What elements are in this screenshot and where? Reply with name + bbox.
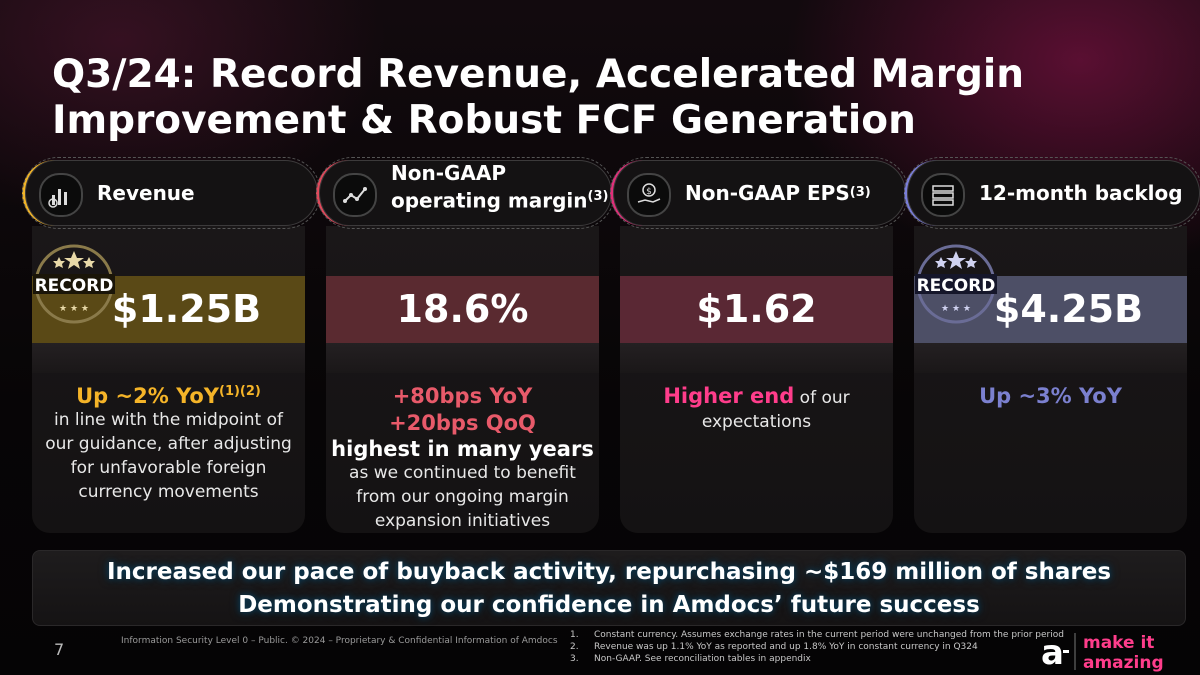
backlog-highlight: Up ~3% YoY <box>979 384 1122 408</box>
margin-highlight-years: highest in many years <box>331 437 594 461</box>
svg-text:$: $ <box>646 187 652 197</box>
page-number: 7 <box>54 640 65 659</box>
eps-description: expectations <box>701 412 812 432</box>
svg-text:make it: make it <box>1083 633 1154 653</box>
eps-label: Non-GAAP EPS (3) <box>685 181 871 205</box>
svg-text:★ ★ ★: ★ ★ ★ <box>59 304 89 314</box>
svg-text:amazing: amazing <box>1083 653 1164 672</box>
value-band <box>326 276 599 343</box>
backlog-card: RECORD ★ ★ ★ $4.25B Up ~3% YoY <box>914 226 1187 533</box>
slide-title: Q3/24: Record Revenue, Accelerated Margi… <box>52 52 1025 143</box>
footnotes: 1. Constant currency. Assumes exchange ra… <box>570 629 1064 665</box>
margin-description: as we continued to benefit from our ongo… <box>349 463 576 531</box>
trend-line-icon <box>333 173 377 217</box>
revenue-label: Revenue <box>97 181 195 205</box>
svg-text:RECORD: RECORD <box>35 276 114 296</box>
margin-card: 18.6% +80bps YoY +20bps QoQ highest in m… <box>326 226 599 533</box>
buyback-banner: Increased our pace of buyback activity, … <box>32 550 1186 626</box>
revenue-chart-icon <box>39 173 83 217</box>
margin-value: 18.6% <box>396 287 529 331</box>
backlog-header: 12-month backlog <box>904 157 1200 229</box>
backlog-stack-icon <box>921 173 965 217</box>
footnote-1: 1. Constant currency. Assumes exchange ra… <box>570 630 1064 640</box>
value-band <box>620 276 893 343</box>
classification-text: Information Security Level 0 – Public. ©… <box>121 636 558 646</box>
amdocs-logo: a make it amazing <box>1041 633 1164 672</box>
svg-text:a: a <box>1041 633 1064 672</box>
backlog-value: $4.25B <box>993 287 1144 331</box>
footnote-3: 3. Non-GAAP. See reconciliation tables in… <box>570 654 811 664</box>
svg-text:RECORD: RECORD <box>917 276 996 296</box>
margin-header: Non-GAAP operating margin(3) <box>316 157 615 229</box>
revenue-description: in line with the midpoint of our guidanc… <box>45 410 292 502</box>
eps-header: $ Non-GAAP EPS (3) <box>610 157 909 229</box>
revenue-highlight: Up ~2% YoY(1)(2) <box>76 384 261 408</box>
money-hand-icon: $ <box>627 173 671 217</box>
margin-label: Non-GAAP operating margin(3) <box>391 161 609 213</box>
revenue-header: Revenue <box>22 157 321 229</box>
record-badge-icon: RECORD ★ ★ ★ <box>915 244 997 324</box>
eps-value: $1.62 <box>696 287 817 331</box>
revenue-value: $1.25B <box>111 287 262 331</box>
eps-card: $1.62 Higher end of our expectations <box>620 226 893 533</box>
banner-line-1: Increased our pace of buyback activity, … <box>106 559 1112 585</box>
margin-highlight-yoy: +80bps YoY <box>392 384 533 408</box>
svg-text:★ ★ ★: ★ ★ ★ <box>941 304 971 314</box>
backlog-label: 12-month backlog <box>979 181 1183 205</box>
eps-highlight: Higher end of our <box>663 384 850 408</box>
footnote-2: 2. Revenue was up 1.1% YoY as reported an… <box>570 642 978 652</box>
revenue-card: RECORD ★ ★ ★ $1.25B Up ~2% YoY(1)(2) in … <box>32 226 305 533</box>
banner-line-2: Demonstrating our confidence in Amdocs’ … <box>238 592 980 618</box>
margin-highlight-qoq: +20bps QoQ <box>389 411 536 435</box>
record-badge-icon: RECORD ★ ★ ★ <box>33 244 115 324</box>
